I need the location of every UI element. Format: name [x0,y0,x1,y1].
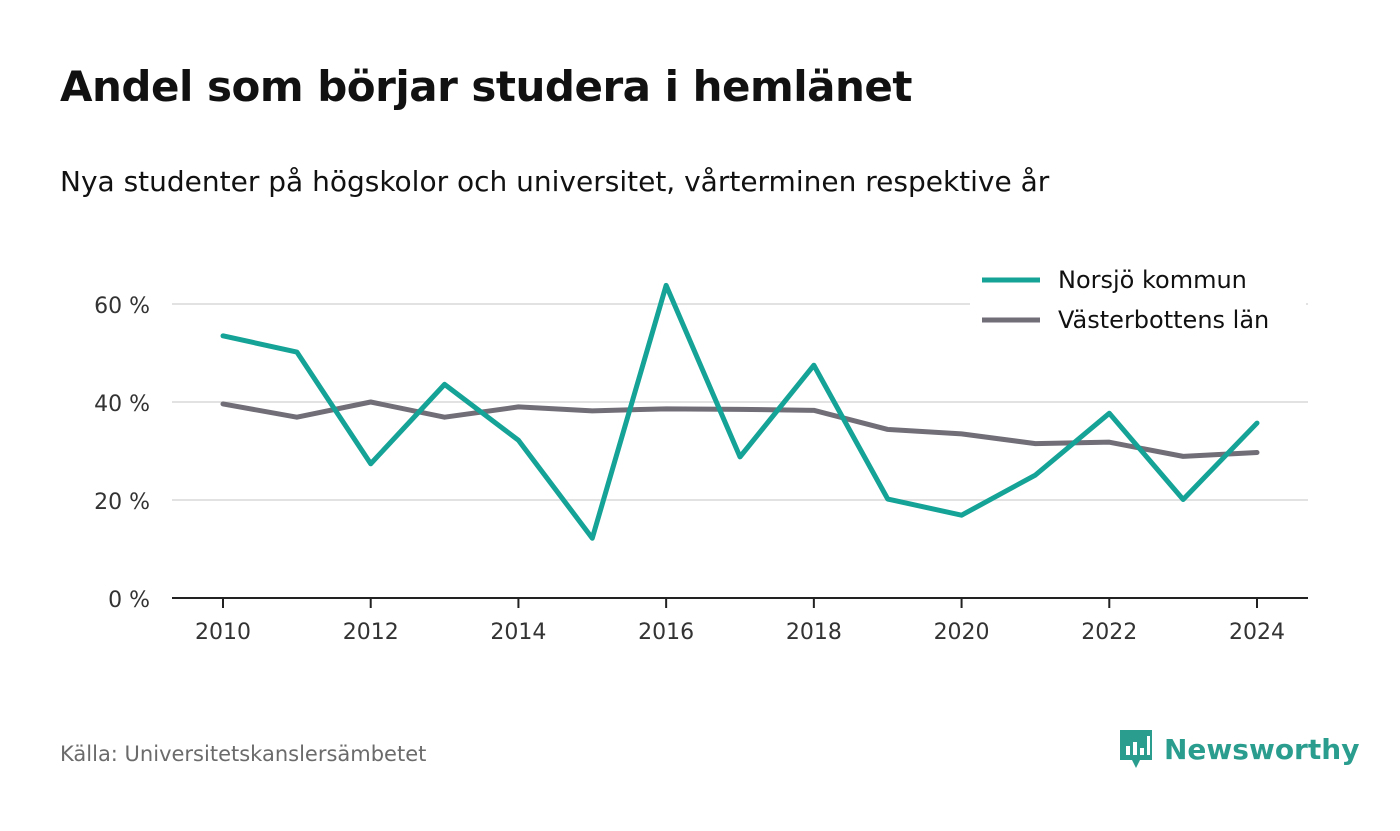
legend-label: Västerbottens län [1058,306,1269,334]
x-tick-label: 2014 [490,620,546,645]
brand-logo: Newsworthy [1118,728,1359,770]
x-tick-label: 2016 [638,620,694,645]
chart-title: Andel som börjar studera i hemlänet [60,62,913,111]
legend-background [970,254,1306,346]
legend: Norsjö kommun Västerbottens län [970,254,1306,346]
source-note: Källa: Universitetskanslersämbetet [60,742,427,766]
newsworthy-logo-icon [1120,730,1152,768]
legend-label: Norsjö kommun [1058,266,1247,294]
series-line-v-sterbottens-l-n [220,399,1260,459]
x-tick-label: 2022 [1081,620,1137,645]
x-tick-label: 2012 [343,620,399,645]
x-tick-label: 2010 [195,620,251,645]
y-tick-label: 40 % [94,392,150,417]
x-tick-label: 2020 [934,620,990,645]
x-tick-label: 2024 [1229,620,1285,645]
y-tick-label: 20 % [94,490,150,515]
y-tick-label: 0 % [108,588,150,613]
series-lines [220,282,1260,541]
brand-name: Newsworthy [1164,732,1360,766]
y-tick-label: 60 % [94,294,150,319]
x-tick-label: 2018 [786,620,842,645]
axes: 0 % 20 % 40 % 60 % 2010 2012 2014 2016 2018 2020 2… [94,294,1308,645]
series-line-norsj-kommun [220,282,1260,541]
chart-subtitle: Nya studenter på högskolor och universit… [60,165,1050,198]
